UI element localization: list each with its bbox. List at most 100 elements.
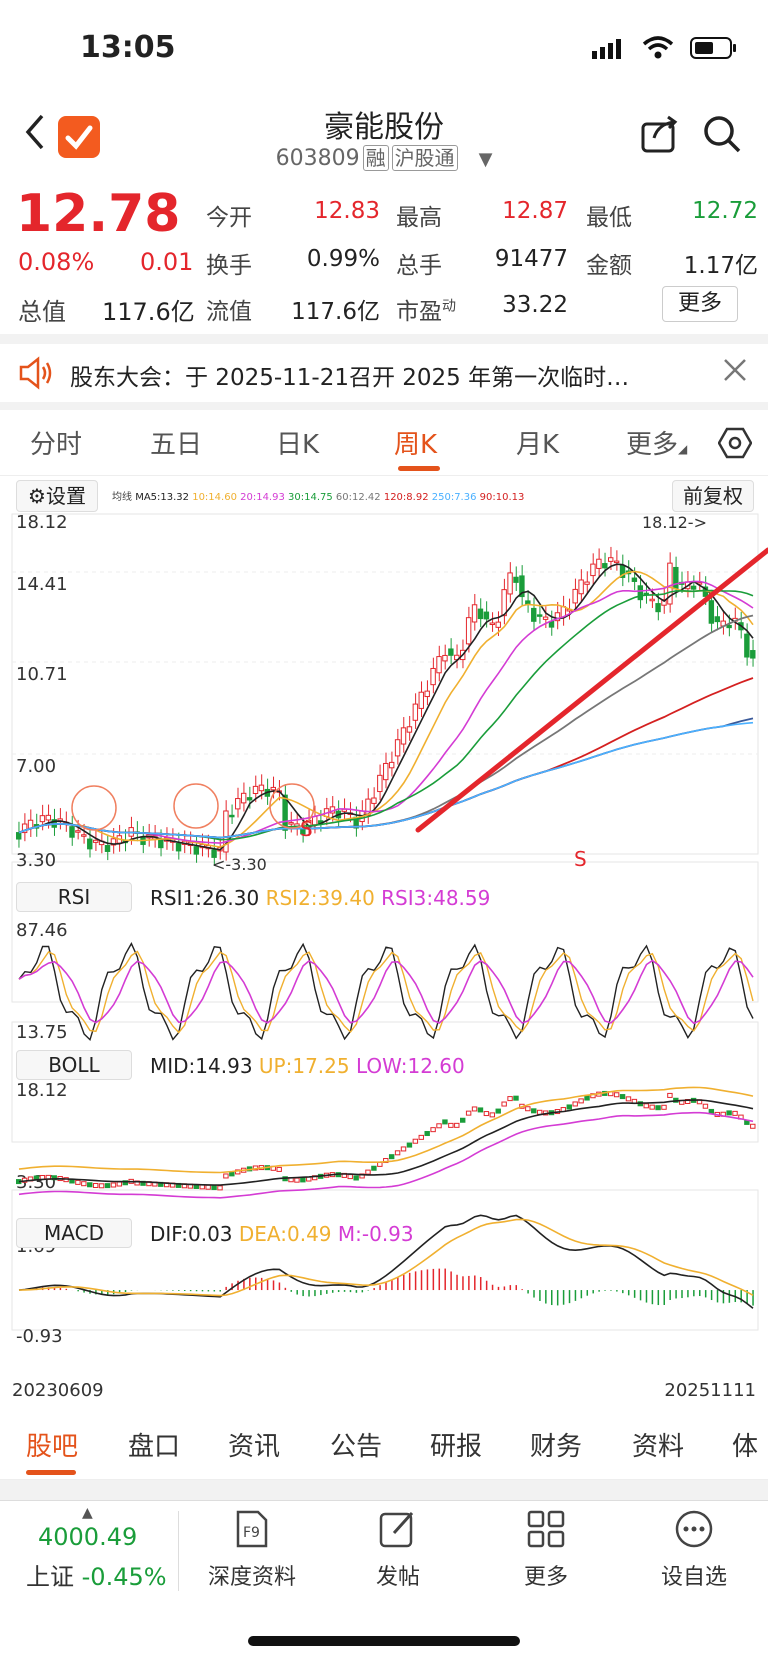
boll-candle <box>211 1185 217 1191</box>
add-watchlist-button[interactable]: 设自选 <box>634 1509 754 1591</box>
adjust-mode-button[interactable]: 前复权 <box>672 480 754 512</box>
boll-values: MID:14.93 UP:17.25 LOW:12.60 <box>150 1054 465 1078</box>
max-price-note: 18.12-> <box>642 513 707 532</box>
high-label: 最高 <box>396 205 442 231</box>
boll-candle <box>424 1131 430 1137</box>
deep-data-button[interactable]: F9 深度资料 <box>192 1509 312 1591</box>
boll-candle <box>442 1119 448 1125</box>
boll-candle <box>276 1166 282 1172</box>
tab-intraday[interactable]: 分时 <box>30 430 83 460</box>
more-quote-button[interactable]: 更多 <box>662 286 738 322</box>
more-button[interactable]: 更多 <box>486 1509 606 1591</box>
highlight-circle <box>71 785 117 831</box>
y-axis-label: 7.00 <box>16 756 56 777</box>
boll-candle <box>235 1169 241 1175</box>
dots-circle-icon <box>675 1510 713 1548</box>
grid-icon <box>527 1510 565 1548</box>
tab-guba[interactable]: 股吧 <box>26 1432 79 1462</box>
ma-legend-item: MA5:13.32 <box>135 492 193 503</box>
candle-body <box>270 786 276 791</box>
candle-body <box>430 667 436 686</box>
notice-bar[interactable]: 股东大会：于 2025-11-21召开 2025 年第一次临时… <box>0 342 768 404</box>
date-end: 20251111 <box>664 1380 756 1401</box>
home-indicator[interactable] <box>248 1636 520 1646</box>
tab-more-cut[interactable]: 体 <box>732 1432 759 1462</box>
candle-body <box>744 633 750 658</box>
macd-button[interactable]: MACD <box>16 1218 132 1248</box>
tab-announcements[interactable]: 公告 <box>330 1432 383 1462</box>
open-label: 今开 <box>206 205 252 231</box>
boll-mid-line <box>18 1099 754 1186</box>
candle-body <box>673 566 679 590</box>
app-logo <box>58 116 100 158</box>
candle-body <box>252 785 259 794</box>
boll-top-label: 18.12 <box>16 1080 68 1101</box>
trend-line <box>415 547 768 833</box>
boll-candle <box>513 1095 519 1101</box>
share-button[interactable] <box>640 114 680 158</box>
boll-candle <box>732 1110 738 1116</box>
boll-candle <box>98 1183 105 1189</box>
boll-button[interactable]: BOLL <box>16 1050 132 1080</box>
tab-more[interactable]: 更多◢ <box>626 430 688 460</box>
candle-body <box>81 834 87 837</box>
tab-daily-k[interactable]: 日K <box>276 430 320 460</box>
search-button[interactable] <box>702 114 742 158</box>
f9-icon: F9 <box>236 1510 268 1548</box>
tab-five-day[interactable]: 五日 <box>150 430 203 460</box>
rsi-button[interactable]: RSI <box>16 882 132 912</box>
status-bar: 13:05 <box>0 0 768 100</box>
tab-news[interactable]: 资讯 <box>228 1432 281 1462</box>
boll-candle <box>708 1108 715 1114</box>
chart-settings-button[interactable]: ⚙设置 <box>16 480 98 512</box>
boll-candle <box>377 1161 383 1167</box>
candle-body <box>655 603 661 613</box>
share-icon <box>641 115 678 153</box>
tab-monthly-k[interactable]: 月K <box>516 430 560 460</box>
boll-candle <box>454 1122 460 1128</box>
tab-finance[interactable]: 财务 <box>530 1432 583 1462</box>
signal-icon <box>592 39 621 59</box>
post-button[interactable]: 发帖 <box>338 1509 458 1591</box>
hexagon-settings-icon[interactable] <box>718 426 752 460</box>
boll-candle <box>110 1182 117 1188</box>
candle-body <box>87 838 93 850</box>
ma-legend-item: 30:14.75 <box>288 492 336 503</box>
quote-panel: 12.78 0.08% 0.01 总值 117.6亿 今开 12.83 最高 1… <box>0 184 768 334</box>
candle-body <box>246 797 253 801</box>
boll-candle <box>104 1183 111 1189</box>
tab-research[interactable]: 研报 <box>430 1432 483 1462</box>
boll-candle <box>460 1117 466 1123</box>
dea-line <box>18 1218 754 1297</box>
kline-chart[interactable]: 18.12 14.41 10.71 7.00 3.30 18.12-> <-3.30 S S 87… <box>0 476 768 1406</box>
stock-code-line[interactable]: 603809 融沪股通 ▼ <box>0 142 768 171</box>
boll-candle <box>465 1110 472 1116</box>
tab-pankou[interactable]: 盘口 <box>128 1432 181 1462</box>
boll-candle <box>294 1177 300 1183</box>
candle-body <box>383 762 389 781</box>
ma5-line <box>18 563 754 851</box>
boll-up-line <box>18 1086 754 1174</box>
boll-candle <box>365 1169 371 1175</box>
rsi-bottom-label: 13.75 <box>16 1022 68 1043</box>
boll-candle <box>501 1101 507 1107</box>
boll-candle <box>726 1110 732 1116</box>
last-price: 12.78 <box>16 184 181 244</box>
candle-body <box>690 585 697 590</box>
boll-candle <box>406 1142 413 1148</box>
y-axis-label: 14.41 <box>16 574 68 595</box>
candle-body <box>235 798 241 810</box>
gear-icon: ⚙ <box>28 484 46 508</box>
ma-legend-item: 120:8.92 <box>383 492 432 503</box>
panel-frame <box>11 1189 759 1331</box>
boll-candle <box>388 1154 395 1160</box>
candle-body <box>637 585 644 601</box>
boll-candle <box>649 1104 655 1110</box>
tab-weekly-k[interactable]: 周K <box>394 430 438 460</box>
back-button[interactable] <box>22 112 46 162</box>
boll-candle <box>51 1175 57 1181</box>
notice-text: 股东大会：于 2025-11-21召开 2025 年第一次临时… <box>70 365 630 391</box>
tab-profile[interactable]: 资料 <box>632 1432 685 1462</box>
candle-body <box>649 598 655 602</box>
close-button[interactable] <box>722 352 748 392</box>
